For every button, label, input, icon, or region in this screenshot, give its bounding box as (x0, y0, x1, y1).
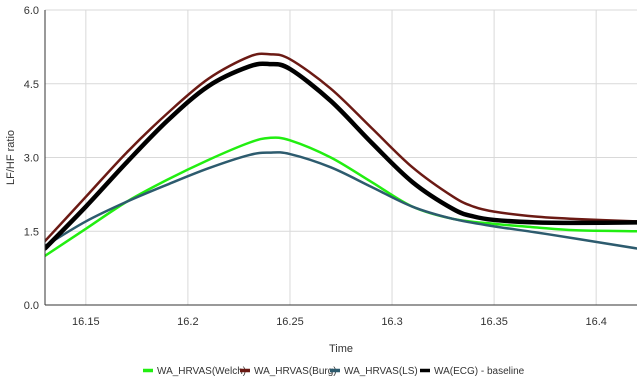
legend-label-wa-hrvas-welch: WA_HRVAS(Welch) (157, 366, 246, 377)
y-axis-title: LF/HF ratio (5, 130, 17, 185)
axes: 0.0 1.5 3.0 4.5 6.0 16.15 16.2 16.25 16.3 16.35 16… (5, 5, 637, 355)
y-tick-label: 0.0 (24, 300, 39, 312)
x-tick-label: 16.3 (381, 316, 402, 328)
legend-label-wa-hrvas-burg: WA_HRVAS(Burg) (254, 366, 337, 377)
y-tick-label: 6.0 (24, 5, 39, 17)
y-tick-label: 3.0 (24, 153, 39, 165)
legend-label-wa-ecg-baseline: WA(ECG) - baseline (434, 366, 525, 377)
grid (45, 9, 637, 306)
x-tick-label: 16.35 (480, 316, 508, 328)
series-line-wa-hrvas-burg (45, 52, 637, 243)
x-tick-label: 16.2 (177, 316, 198, 328)
series-line-wa-ecg-baseline (45, 61, 637, 251)
y-tick-label: 4.5 (24, 79, 39, 91)
x-tick-label: 16.15 (72, 316, 100, 328)
x-tick-label: 16.25 (276, 316, 304, 328)
series-lines (45, 52, 637, 258)
series-line-wa-hrvas-ls (45, 151, 637, 250)
series-line-wa-hrvas-welch (45, 136, 637, 258)
y-tick-label: 1.5 (24, 226, 39, 238)
x-tick-label: 16.4 (585, 316, 606, 328)
x-axis-title: Time (329, 343, 353, 355)
legend: WA_HRVAS(Welch) WA_HRVAS(Burg) WA_HRVAS(LS… (143, 366, 525, 377)
legend-label-wa-hrvas-ls: WA_HRVAS(LS) (344, 366, 418, 377)
